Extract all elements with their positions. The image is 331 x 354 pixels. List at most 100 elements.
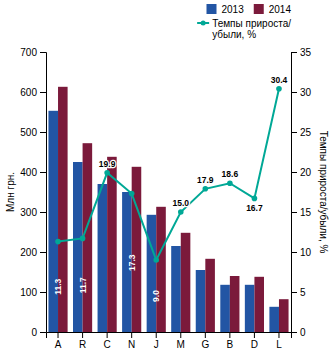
- data-label: 11.7: [78, 277, 88, 293]
- bar: [220, 285, 230, 332]
- plot: ARCNJMGBDL010020030040050060070005101520…: [5, 4, 329, 350]
- legend-label-line: Темпы прироста/: [212, 18, 291, 29]
- legend-label-line: 2014: [269, 4, 292, 15]
- line-point: [203, 186, 209, 192]
- y2-axis-tick-label: 0: [300, 327, 306, 338]
- line-point: [55, 239, 61, 245]
- x-tick-mark: [82, 332, 83, 338]
- y-axis-tick: 700: [20, 47, 46, 58]
- data-labels: 11.311.719.917.39.015.017.918.616.730.4: [53, 75, 287, 302]
- y2-axis-tick-mark: [291, 92, 297, 93]
- x-tick-mark: [107, 332, 108, 338]
- legend-item: 2014: [254, 4, 292, 15]
- y2-axis-tick-label: 20: [300, 167, 312, 178]
- y-axis-tick-mark: [40, 132, 46, 133]
- x-axis: ARCNJMGBDL: [47, 332, 292, 350]
- data-label: 17.3: [127, 254, 137, 271]
- bar: [279, 299, 289, 332]
- y2-axis-tick: 25: [291, 127, 312, 138]
- y2-axis-tick-label: 30: [300, 87, 312, 98]
- x-tick: L: [276, 332, 282, 350]
- legend-label: 2014: [269, 4, 292, 15]
- y2-axis-tick: 30: [291, 87, 312, 98]
- data-label: 18.6: [222, 169, 239, 179]
- x-tick: B: [227, 332, 234, 350]
- y-axis-tick-mark: [40, 172, 46, 173]
- x-tick-label: G: [201, 339, 209, 350]
- y2-axis-tick: 35: [291, 47, 312, 58]
- y-axis-tick-mark: [40, 92, 46, 93]
- bar: [230, 276, 240, 332]
- y2-axis-tick-label: 10: [300, 247, 312, 258]
- x-tick-label: A: [55, 339, 62, 350]
- legend-swatch: [254, 4, 264, 14]
- y2-axis-tick-mark: [291, 332, 297, 333]
- y2-axis-tick-label: 35: [300, 47, 312, 58]
- bar: [245, 285, 255, 332]
- y2-axis-tick-mark: [291, 292, 297, 293]
- data-label: 17.9: [197, 175, 214, 185]
- y2-axis-tick-mark: [291, 212, 297, 213]
- y2-axis-tick-label: 25: [300, 127, 312, 138]
- x-tick: C: [104, 332, 111, 350]
- bar: [181, 233, 191, 332]
- y2-axis: 0 5 10 15 20 25 30 35: [291, 47, 312, 338]
- x-tick-label: B: [227, 339, 234, 350]
- y2-axis-tick-mark: [291, 132, 297, 133]
- x-tick: A: [55, 332, 62, 350]
- y-axis-tick-mark: [40, 292, 46, 293]
- y-axis-tick-label: 300: [20, 207, 37, 218]
- y-axis-title: Млн грн.: [5, 172, 16, 212]
- bar: [205, 259, 215, 332]
- line-point: [227, 180, 233, 186]
- y-axis-tick: 600: [20, 87, 46, 98]
- line-point: [104, 170, 110, 176]
- x-tick-label: C: [104, 339, 111, 350]
- x-tick: N: [128, 332, 135, 350]
- data-label: 19.9: [99, 159, 116, 169]
- y2-axis-tick: 15: [291, 207, 312, 218]
- line-point: [178, 209, 184, 215]
- y-axis-tick-mark: [40, 332, 46, 333]
- y-axis-line: [40, 53, 47, 333]
- y-axis-tick-label: 200: [20, 247, 37, 258]
- x-tick: J: [154, 332, 159, 350]
- bar: [254, 277, 264, 332]
- x-tick: R: [79, 332, 86, 350]
- bar: [171, 246, 181, 332]
- x-tick-label: N: [128, 339, 135, 350]
- y2-axis-tick-label: 15: [300, 207, 312, 218]
- legend-label: 2013: [222, 4, 245, 15]
- y-axis-tick: 500: [20, 127, 46, 138]
- bar: [48, 111, 58, 332]
- x-tick-label: R: [79, 339, 86, 350]
- y2-axis-tick: 5: [291, 287, 306, 298]
- x-tick-mark: [229, 332, 230, 338]
- legend-label-line: 2013: [222, 4, 245, 15]
- x-tick-label: M: [177, 339, 185, 350]
- legend: 2013 2014 Темпы прироста/убыли, %: [197, 4, 291, 40]
- x-tick-mark: [180, 332, 181, 338]
- y-axis-tick-label: 100: [20, 287, 37, 298]
- y2-axis-tick: 0: [291, 327, 306, 338]
- y-axis-tick-mark: [40, 212, 46, 213]
- bar: [196, 270, 206, 332]
- data-label: 15.0: [173, 198, 190, 208]
- line-point: [80, 236, 86, 242]
- x-tick-mark: [278, 332, 279, 338]
- line-point: [153, 257, 159, 263]
- marks: [48, 86, 288, 332]
- x-tick-mark: [58, 332, 59, 338]
- chart: ARCNJMGBDL010020030040050060070005101520…: [0, 0, 331, 354]
- y-axis-tick-label: 700: [20, 47, 37, 58]
- bar-series: [58, 87, 289, 332]
- y2-axis-line: [292, 53, 298, 333]
- y-axis-tick-label: 0: [31, 327, 37, 338]
- bar: [107, 157, 117, 332]
- legend-item: Темпы прироста/убыли, %: [197, 18, 291, 40]
- bar: [98, 184, 108, 332]
- line-point: [276, 86, 282, 92]
- x-tick-mark: [254, 332, 255, 338]
- x-tick-mark: [131, 332, 132, 338]
- line-point: [252, 196, 258, 202]
